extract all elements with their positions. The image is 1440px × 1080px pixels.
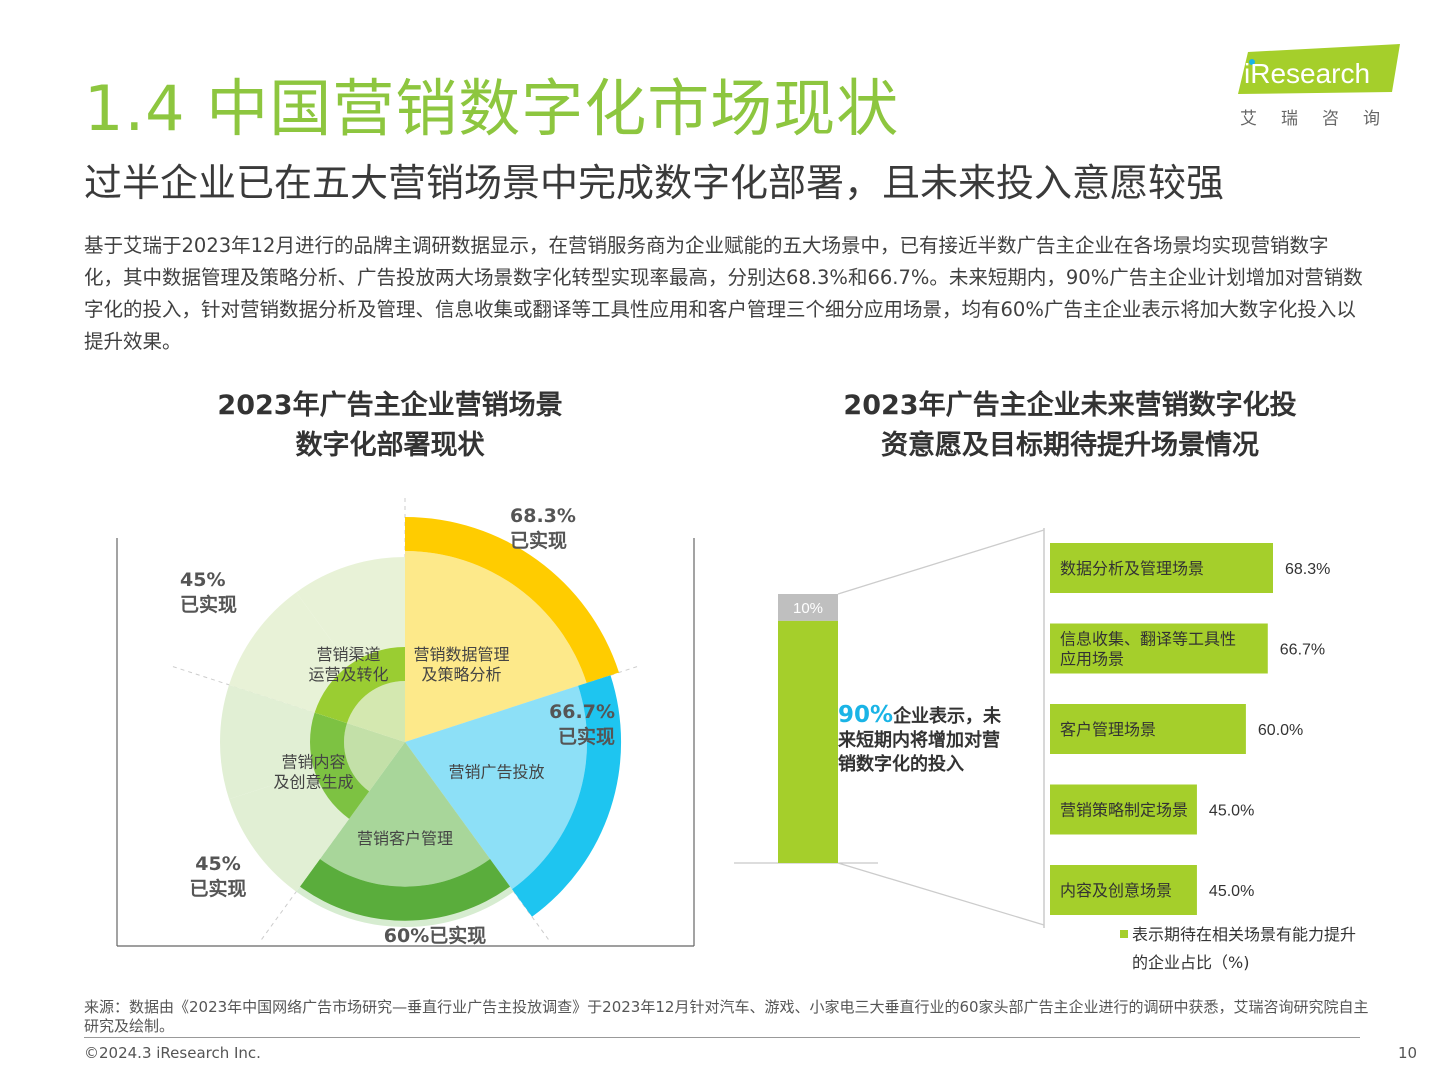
slice-value-label: 68.3%	[510, 505, 576, 527]
slice-status-label: 已实现	[189, 877, 246, 900]
slice-value-label: 45%	[195, 853, 240, 875]
logo-text: iResearch	[1244, 58, 1371, 89]
bar-category-label: 应用场景	[1060, 650, 1124, 669]
slice-label: 运营及转化	[308, 665, 388, 684]
slice-label: 营销内容	[282, 753, 346, 772]
bar-1	[1050, 543, 1273, 593]
stack-annotation-line: 销数字化的投入	[838, 753, 964, 775]
slice-2-realized-band	[512, 675, 622, 917]
bar-value-label: 68.3%	[1285, 561, 1330, 578]
page-subtitle: 过半企业已在五大营销场景中完成数字化部署，且未来投入意愿较强	[84, 161, 1225, 205]
slice-label: 及创意生成	[274, 773, 354, 792]
stack-annotation-line: 来短期内将增加对营	[837, 729, 1000, 751]
footer-divider	[84, 1037, 1360, 1038]
rose-slice-4	[220, 684, 405, 892]
rose-chart: 营销数据管理及策略分析68.3%已实现营销广告投放66.7%已实现营销客户管理6…	[116, 497, 695, 947]
pie-title-line-2: 数字化部署现状	[295, 430, 485, 461]
description-paragraph: 基于艾瑞于2023年12月进行的品牌主调研数据显示，在营销服务商为企业赋能的五大…	[84, 234, 1363, 353]
stack-annotation: 90%企业表示，未	[838, 702, 1002, 728]
slice-label: 及策略分析	[422, 665, 502, 684]
slice-3-realized-band	[299, 859, 511, 921]
bar-category-label: 信息收集、翻译等工具性	[1060, 630, 1236, 649]
logo-icon	[1238, 44, 1400, 94]
bar-title-line-1: 2023年广告主企业未来营销数字化投	[843, 390, 1297, 421]
rose-slice-2	[405, 675, 622, 917]
bar-2	[1050, 623, 1268, 674]
slice-label: 营销客户管理	[357, 829, 453, 848]
slice-1-fill	[405, 551, 587, 742]
slice-4-fill	[344, 723, 405, 792]
rose-slice-3	[296, 742, 514, 927]
bar-chart-title: 2023年广告主企业未来营销数字化投 资意愿及目标期待提升场景情况	[790, 386, 1350, 466]
bar-category-label: 内容及创意场景	[1060, 881, 1172, 900]
slice-label: 营销数据管理	[414, 645, 510, 664]
copyright: ©2024.3 iResearch Inc.	[84, 1044, 261, 1062]
stack-increase-segment	[778, 620, 838, 863]
bar-value-label: 45.0%	[1209, 803, 1254, 820]
bar-category-label: 数据分析及管理场景	[1060, 559, 1204, 578]
bar-category-label: 营销策略制定场景	[1060, 801, 1188, 820]
slice-2-fill	[405, 685, 588, 890]
bar-value-label: 60.0%	[1258, 722, 1303, 739]
bar-3	[1050, 704, 1246, 754]
page-title: 1.4 中国营销数字化市场现状	[84, 72, 900, 145]
bar-title-line-2: 资意愿及目标期待提升场景情况	[881, 430, 1259, 461]
slice-3-fill	[319, 742, 491, 887]
source-note: 来源：数据由《2023年中国网络广告市场研究—垂直行业广告主投放调查》于2023…	[84, 998, 1369, 1035]
legend-swatch	[1120, 930, 1128, 938]
rose-slice-5	[229, 557, 405, 742]
logo-subtitle: 艾瑞咨询	[1240, 109, 1404, 129]
bar-value-label: 45.0%	[1209, 883, 1254, 900]
pie-title-line-1: 2023年广告主企业营销场景	[217, 390, 563, 421]
slice-5-fill	[346, 681, 405, 742]
slice-status-label: 已实现	[558, 725, 615, 748]
bar-4	[1050, 784, 1197, 835]
rose-slice-1	[405, 517, 619, 742]
pie-chart-title: 2023年广告主企业营销场景 数字化部署现状	[160, 386, 620, 466]
stack-other-label: 10%	[793, 600, 823, 617]
legend-label: 表示期待在相关场景有能力提升	[1132, 925, 1356, 944]
slice-label: 营销渠道	[316, 645, 380, 664]
stack-other-segment	[778, 594, 838, 621]
slice-status-label: 已实现	[180, 593, 237, 616]
slice-4-realized-band	[310, 712, 370, 819]
bar-5	[1050, 865, 1197, 915]
slice-value-label: 66.7%	[549, 701, 615, 723]
slice-value-label: 60%已实现	[384, 924, 486, 947]
page-number: 10	[1398, 1044, 1418, 1062]
slice-5-realized-band	[314, 647, 405, 724]
bar-category-label: 客户管理场景	[1060, 720, 1156, 739]
slice-1-realized-band	[405, 517, 619, 683]
legend-label: 的企业占比（%)	[1132, 953, 1249, 972]
bar-value-label: 66.7%	[1280, 642, 1325, 659]
slice-label: 营销广告投放	[448, 763, 544, 782]
slice-status-label: 已实现	[510, 529, 567, 552]
slice-value-label: 45%	[180, 569, 225, 591]
